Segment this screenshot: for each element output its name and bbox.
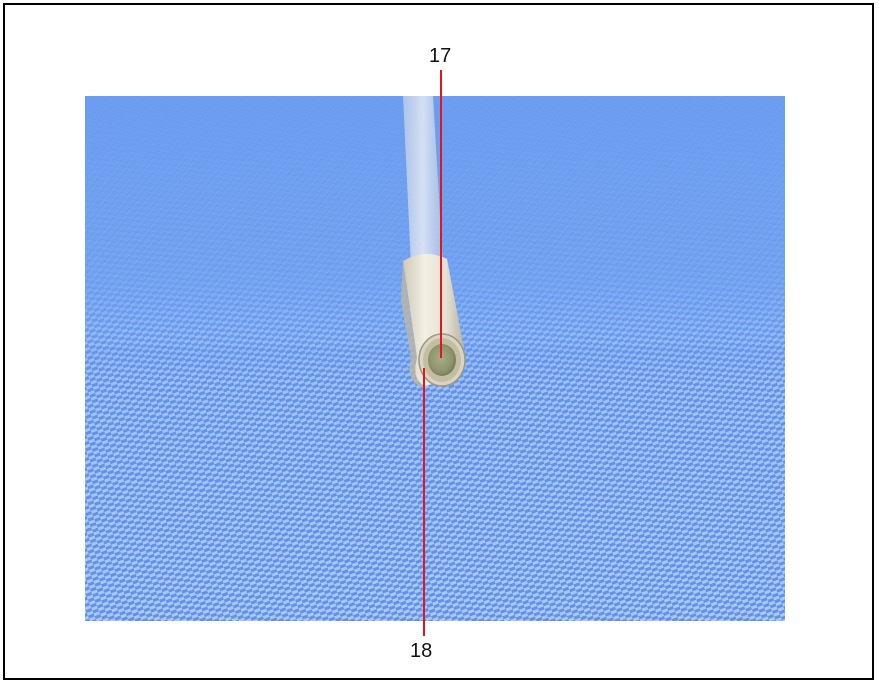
callout-label-18: 18 bbox=[410, 640, 433, 662]
callout-label-17: 17 bbox=[429, 45, 452, 67]
probe-sleeve bbox=[401, 253, 466, 388]
probe-rod bbox=[403, 96, 443, 266]
probe-core bbox=[428, 344, 456, 376]
photo bbox=[85, 96, 785, 621]
